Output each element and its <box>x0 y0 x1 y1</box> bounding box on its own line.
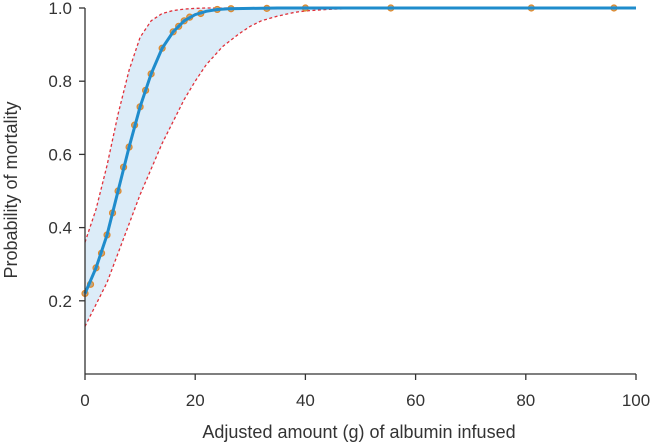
y-axis-title: Probability of mortality <box>1 101 21 278</box>
y-tick-label: 0.4 <box>48 219 72 238</box>
y-tick-label: 0.8 <box>48 72 72 91</box>
y-tick-label: 0.6 <box>48 145 72 164</box>
x-axis-title: Adjusted amount (g) of albumin infused <box>202 422 515 442</box>
x-axis-ticks: 0 20 40 60 80 100 <box>80 374 650 410</box>
x-tick-label: 100 <box>622 391 650 410</box>
y-tick-label: 0.2 <box>48 292 72 311</box>
y-tick-label: 1.0 <box>48 0 72 18</box>
x-tick-label: 20 <box>186 391 205 410</box>
x-tick-label: 0 <box>80 391 89 410</box>
fitted-curve <box>83 6 636 295</box>
x-tick-label: 60 <box>406 391 425 410</box>
x-tick-label: 40 <box>296 391 315 410</box>
y-axis-ticks: 0.2 0.4 0.6 0.8 1.0 <box>48 0 85 311</box>
x-tick-label: 80 <box>516 391 535 410</box>
ci-lower-line <box>84 7 636 327</box>
confidence-band <box>85 8 636 327</box>
